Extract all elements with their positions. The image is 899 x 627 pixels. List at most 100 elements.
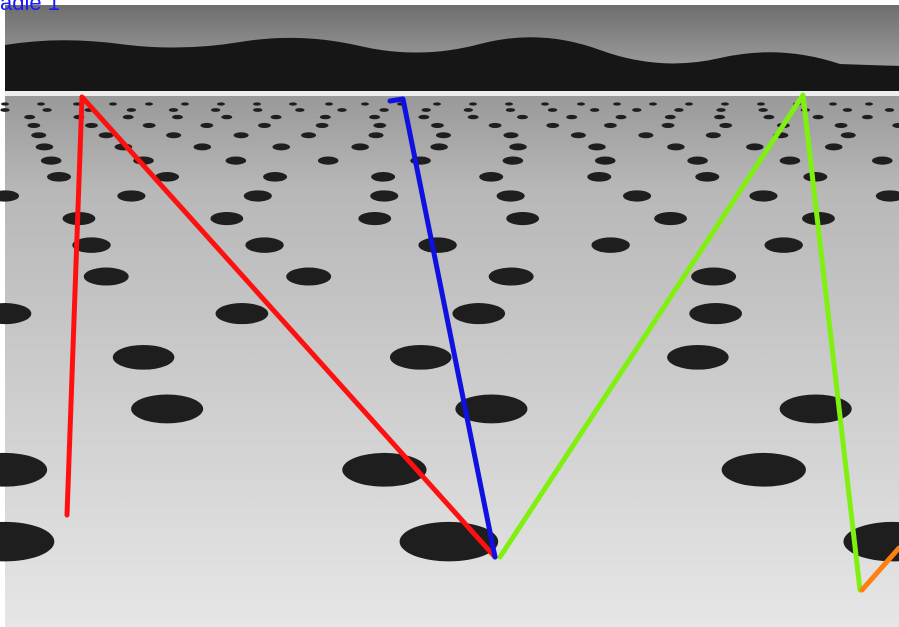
mound: [764, 237, 802, 252]
mound: [577, 102, 585, 105]
mound: [37, 102, 45, 105]
mound: [685, 102, 693, 105]
mound: [613, 102, 621, 105]
mound: [638, 132, 653, 138]
mound: [210, 212, 243, 225]
mound: [361, 102, 369, 105]
mound: [172, 115, 183, 119]
mound: [301, 132, 316, 138]
mound: [369, 115, 380, 119]
mound: [506, 108, 515, 112]
mound: [369, 132, 384, 138]
mound: [591, 237, 629, 252]
mound: [497, 190, 525, 201]
mound: [253, 108, 262, 112]
mound: [418, 115, 429, 119]
mound: [433, 102, 441, 105]
mound: [503, 132, 518, 138]
mound: [272, 143, 290, 150]
label: adle 1: [0, 0, 60, 15]
mound: [746, 143, 764, 150]
mound: [0, 108, 9, 112]
mound: [590, 108, 599, 112]
mound: [216, 303, 269, 324]
mound: [145, 102, 153, 105]
mound: [337, 108, 346, 112]
mound: [687, 157, 708, 165]
mound: [674, 108, 683, 112]
mound: [813, 115, 824, 119]
mound: [721, 102, 729, 105]
mound: [825, 143, 843, 150]
mound: [716, 108, 725, 112]
mound: [211, 108, 220, 112]
mound: [84, 268, 129, 286]
mound: [351, 143, 369, 150]
mound: [217, 102, 225, 105]
mound: [757, 102, 765, 105]
mound: [371, 172, 395, 182]
mound: [41, 157, 62, 165]
mound: [841, 132, 856, 138]
mound: [47, 172, 71, 182]
mound: [803, 172, 827, 182]
mound: [295, 108, 304, 112]
mound: [370, 190, 398, 201]
mound: [318, 157, 339, 165]
mound: [379, 108, 388, 112]
mound: [722, 453, 806, 487]
mound: [289, 102, 297, 105]
mound: [42, 108, 51, 112]
mound: [623, 190, 651, 201]
mound: [835, 123, 848, 128]
mound: [194, 143, 212, 150]
mound: [24, 115, 35, 119]
mound: [695, 172, 719, 182]
mound: [566, 115, 577, 119]
mound: [430, 143, 448, 150]
mound: [253, 102, 261, 105]
mound: [667, 143, 685, 150]
mound: [320, 115, 331, 119]
mound: [865, 102, 873, 105]
page: adle 1 (() => { const data = JSON.parse(…: [0, 0, 899, 627]
mound: [843, 108, 852, 112]
mound: [200, 123, 213, 128]
mound: [479, 172, 503, 182]
mound: [587, 172, 611, 182]
mound: [517, 115, 528, 119]
mound: [169, 108, 178, 112]
mound: [604, 123, 617, 128]
mound: [548, 108, 557, 112]
mound: [373, 123, 386, 128]
mound: [358, 212, 391, 225]
mound: [127, 108, 136, 112]
mound: [546, 123, 559, 128]
mound: [390, 345, 452, 370]
mound: [509, 143, 527, 150]
mound: [689, 303, 742, 324]
mound: [469, 102, 477, 105]
mound: [719, 123, 732, 128]
mound: [468, 115, 479, 119]
mound: [422, 108, 431, 112]
mound: [541, 102, 549, 105]
mound: [506, 212, 539, 225]
mound: [36, 143, 54, 150]
mound: [117, 190, 145, 201]
mound: [649, 102, 657, 105]
mound: [113, 345, 175, 370]
mound: [872, 157, 893, 165]
mound: [131, 394, 203, 423]
mound: [31, 132, 46, 138]
mound: [286, 268, 331, 286]
mound: [325, 102, 333, 105]
mound: [667, 345, 729, 370]
mound: [226, 157, 247, 165]
mound: [244, 190, 272, 201]
mound: [27, 123, 40, 128]
mound: [632, 108, 641, 112]
mound: [245, 237, 283, 252]
mound: [271, 115, 282, 119]
mound: [181, 102, 189, 105]
